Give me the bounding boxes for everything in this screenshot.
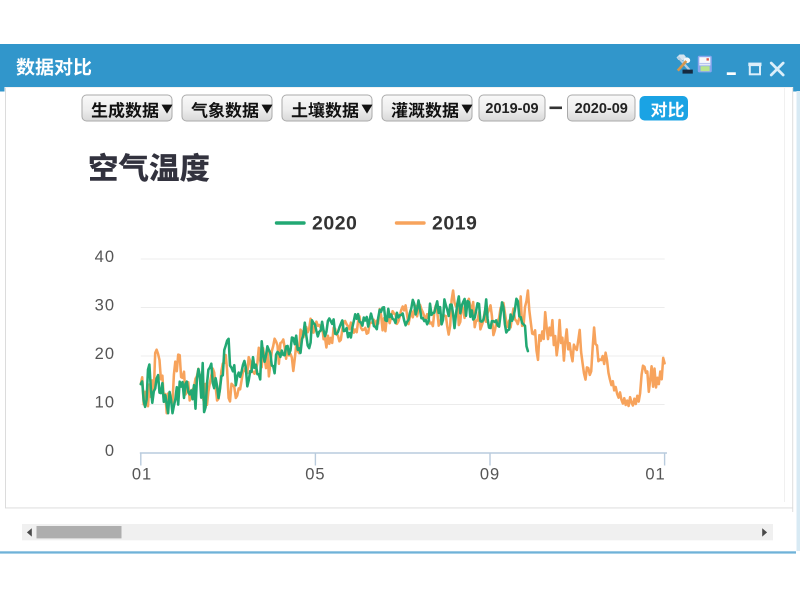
svg-text:2019-09: 2019-09 bbox=[485, 101, 538, 117]
svg-text:30: 30 bbox=[95, 297, 115, 315]
svg-text:20: 20 bbox=[95, 345, 115, 363]
svg-text:10: 10 bbox=[95, 394, 115, 412]
svg-text:40: 40 bbox=[95, 248, 115, 266]
svg-text:0: 0 bbox=[105, 442, 115, 460]
svg-text:05: 05 bbox=[305, 466, 325, 484]
svg-text:09: 09 bbox=[480, 466, 500, 484]
svg-text:2020-09: 2020-09 bbox=[575, 101, 628, 117]
svg-text:01: 01 bbox=[132, 466, 152, 484]
svg-text:2020: 2020 bbox=[312, 213, 357, 235]
svg-text:01: 01 bbox=[645, 466, 665, 484]
svg-text:2019: 2019 bbox=[432, 213, 477, 235]
